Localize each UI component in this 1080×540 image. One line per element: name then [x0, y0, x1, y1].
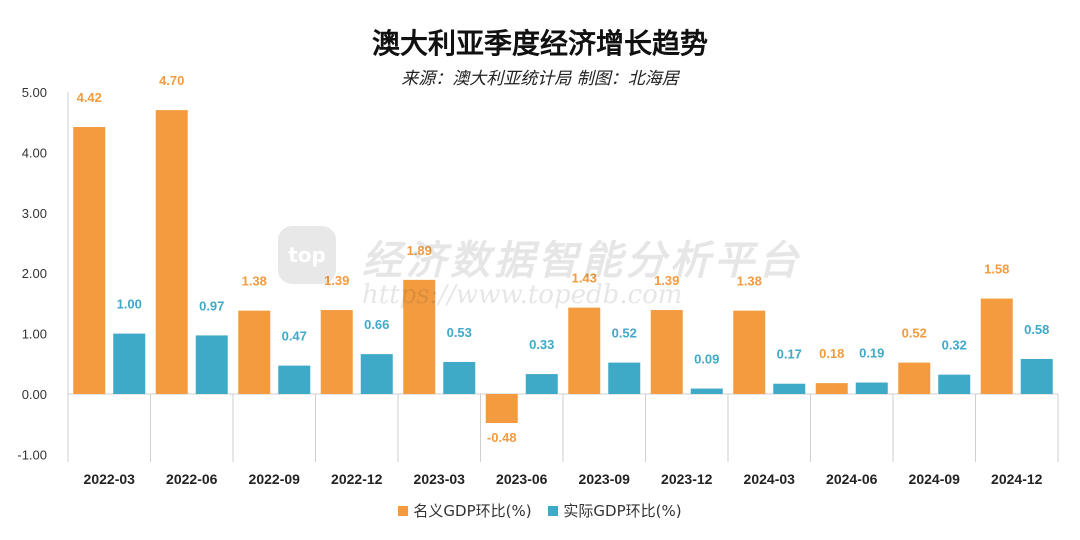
y-tick-label: 1.00: [22, 327, 47, 342]
data-label-nominal: 1.38: [737, 274, 762, 289]
bar-nominal: [155, 110, 188, 395]
data-label-real: 0.33: [529, 337, 554, 352]
data-label-nominal: 0.18: [819, 346, 844, 361]
bar-real: [443, 361, 476, 394]
legend: 名义GDP环比(%) 实际GDP环比(%): [0, 500, 1080, 521]
data-label-real: 0.47: [282, 329, 307, 344]
bar-real: [608, 362, 641, 394]
legend-swatch-nominal: [398, 505, 409, 516]
data-label-nominal: 1.58: [984, 262, 1009, 277]
bar-real: [690, 388, 723, 394]
data-label-nominal: 1.89: [407, 243, 432, 258]
chart-title: 澳大利亚季度经济增长趋势: [371, 27, 708, 60]
legend-swatch-real: [548, 505, 559, 516]
data-label-real: 0.09: [694, 352, 719, 367]
x-tick-label: 2024-06: [826, 471, 878, 487]
data-label-nominal: 4.42: [77, 90, 102, 105]
data-label-nominal: 1.39: [654, 273, 679, 288]
bar-nominal: [238, 310, 271, 394]
bar-real: [195, 335, 228, 394]
data-label-nominal: 4.70: [159, 73, 184, 88]
data-label-nominal: -0.48: [487, 430, 517, 445]
bar-real: [113, 333, 146, 394]
y-tick-label: 4.00: [22, 145, 47, 160]
bar-nominal: [485, 394, 518, 423]
x-tick-label: 2024-12: [991, 471, 1043, 487]
bar-real: [773, 383, 806, 394]
data-label-real: 0.58: [1024, 322, 1049, 337]
bar-nominal: [815, 383, 848, 394]
x-tick-label: 2022-09: [249, 471, 301, 487]
x-tick-label: 2022-06: [166, 471, 218, 487]
y-tick-label: -1.00: [17, 447, 47, 462]
y-tick-label: 3.00: [22, 206, 47, 221]
bar-nominal: [403, 279, 436, 394]
x-tick-label: 2023-09: [579, 471, 631, 487]
data-label-nominal: 0.52: [902, 326, 927, 341]
legend-label-real: 实际GDP环比(%): [563, 502, 682, 520]
data-label-nominal: 1.38: [242, 274, 267, 289]
y-tick-label: 2.00: [22, 266, 47, 281]
x-tick-label: 2022-12: [331, 471, 383, 487]
bar-nominal: [980, 298, 1013, 394]
bar-nominal: [733, 310, 766, 394]
data-label-nominal: 1.43: [572, 271, 597, 286]
legend-item-real: 实际GDP环比(%): [548, 500, 682, 521]
x-tick-label: 2023-03: [414, 471, 466, 487]
x-tick-label: 2023-12: [661, 471, 713, 487]
bar-nominal: [320, 310, 353, 394]
x-tick-label: 2022-03: [84, 471, 136, 487]
bar-real: [855, 382, 888, 394]
data-label-real: 0.97: [199, 298, 224, 313]
bar-nominal: [568, 307, 601, 394]
bar-nominal: [650, 310, 683, 394]
data-label-real: 1.00: [117, 297, 142, 312]
bar-real: [278, 365, 311, 394]
y-tick-label: 0.00: [22, 387, 47, 402]
legend-label-nominal: 名义GDP环比(%): [413, 502, 532, 520]
data-label-real: 0.52: [612, 326, 637, 341]
x-tick-label: 2024-03: [744, 471, 796, 487]
data-label-real: 0.17: [777, 347, 802, 362]
y-tick-label: 5.00: [22, 85, 47, 100]
bar-nominal: [898, 362, 931, 394]
data-label-nominal: 1.39: [324, 273, 349, 288]
bar-nominal: [73, 127, 106, 395]
x-tick-label: 2023-06: [496, 471, 548, 487]
bar-real: [1020, 358, 1053, 394]
data-label-real: 0.66: [364, 317, 389, 332]
x-tick-label: 2024-09: [909, 471, 961, 487]
bar-real: [360, 354, 393, 394]
bar-real: [525, 374, 558, 394]
bar-real: [938, 374, 971, 394]
chart-subtitle: 来源：澳大利亚统计局 制图：北海居: [401, 69, 679, 89]
data-label-real: 0.32: [942, 338, 967, 353]
data-label-real: 0.19: [859, 346, 884, 361]
legend-item-nominal: 名义GDP环比(%): [398, 500, 532, 521]
data-label-real: 0.53: [447, 325, 472, 340]
